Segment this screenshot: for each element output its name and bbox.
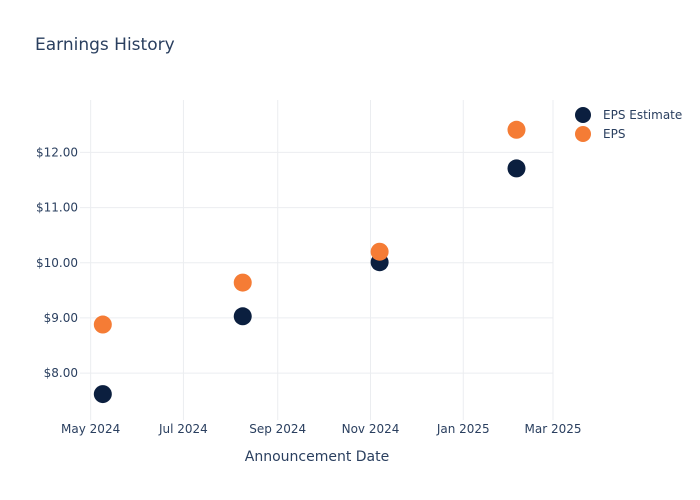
legend-label-eps-estimate[interactable]: EPS Estimate <box>603 108 682 122</box>
x-tick-label: May 2024 <box>61 422 120 436</box>
y-tick-label: $10.00 <box>36 256 78 270</box>
x-tick-label: Mar 2025 <box>525 422 582 436</box>
x-tick-label: Sep 2024 <box>249 422 306 436</box>
y-axis-ticks: $8.00 $9.00 $10.00 $11.00 $12.00 <box>36 145 78 380</box>
chart-title: Earnings History <box>35 35 175 55</box>
eps-point[interactable] <box>233 273 252 292</box>
legend-marker-eps[interactable] <box>575 126 591 142</box>
legend: EPS Estimate EPS <box>575 107 682 142</box>
eps-estimate-point[interactable] <box>507 159 526 178</box>
eps-estimate-point[interactable] <box>233 307 252 326</box>
grid-lines <box>80 100 554 420</box>
legend-label-eps[interactable]: EPS <box>603 127 625 141</box>
y-tick-label: $12.00 <box>36 145 78 159</box>
data-points <box>93 120 526 404</box>
x-tick-label: Jul 2024 <box>158 422 208 436</box>
x-tick-label: Nov 2024 <box>342 422 400 436</box>
x-tick-label: Jan 2025 <box>436 422 490 436</box>
x-axis-ticks: May 2024 Jul 2024 Sep 2024 Nov 2024 Jan 2025… <box>61 422 581 436</box>
eps-point[interactable] <box>93 315 112 334</box>
eps-point[interactable] <box>370 242 389 261</box>
eps-estimate-point[interactable] <box>93 385 112 404</box>
legend-marker-eps-estimate[interactable] <box>575 107 591 123</box>
y-tick-label: $11.00 <box>36 201 78 215</box>
x-axis-title: Announcement Date <box>245 449 389 465</box>
y-tick-label: $9.00 <box>44 311 78 325</box>
eps-point[interactable] <box>507 120 526 139</box>
y-tick-label: $8.00 <box>44 366 78 380</box>
